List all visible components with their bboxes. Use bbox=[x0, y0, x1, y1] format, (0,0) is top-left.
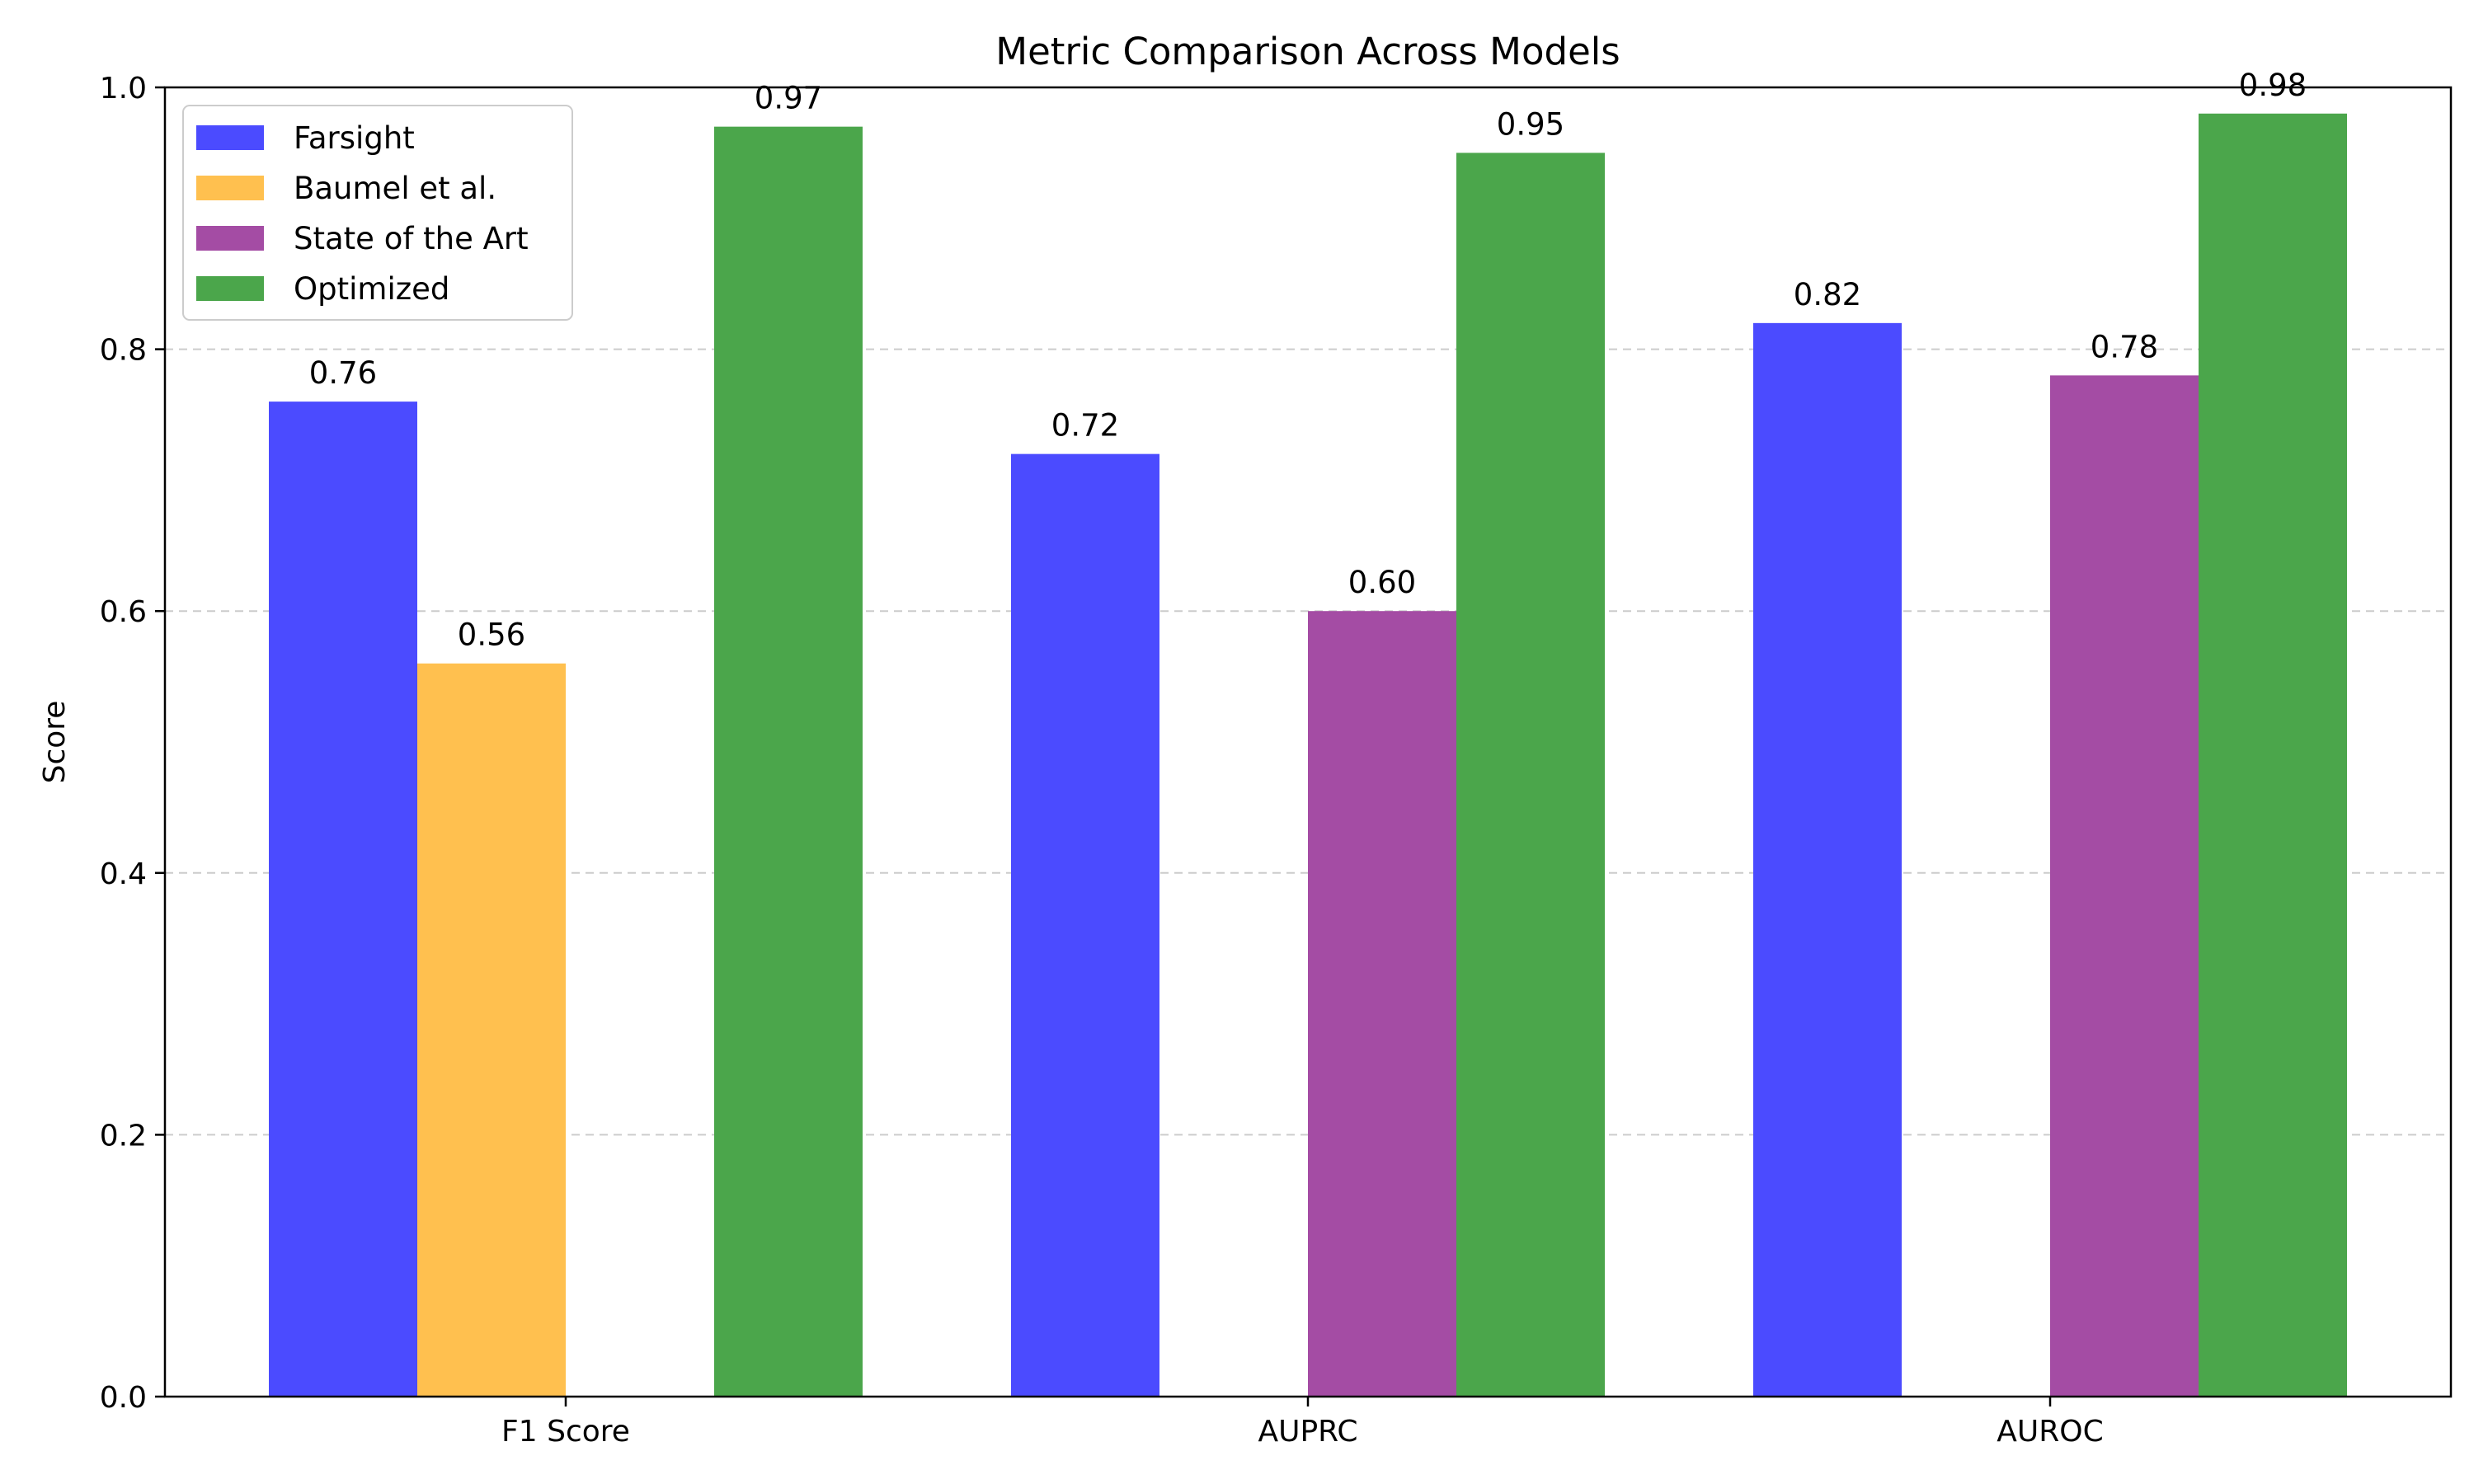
bar bbox=[1011, 453, 1159, 1397]
bars bbox=[269, 113, 2347, 1397]
legend-swatch bbox=[196, 226, 264, 251]
y-tick-label: 0.6 bbox=[100, 595, 147, 629]
legend-entry: Optimized bbox=[294, 271, 449, 307]
legend-box bbox=[182, 105, 573, 321]
bar bbox=[1753, 322, 1902, 1397]
x-tick-label: F1 Score bbox=[501, 1415, 630, 1449]
bar bbox=[269, 402, 417, 1397]
data-label: 0.76 bbox=[309, 355, 377, 391]
legend-swatch bbox=[196, 125, 264, 150]
bar bbox=[1456, 153, 1605, 1397]
bar bbox=[2050, 375, 2199, 1397]
x-tick-label: AUPRC bbox=[1258, 1415, 1357, 1449]
legend-swatch bbox=[196, 276, 264, 301]
y-axis-ticks: 0.0 0.2 0.4 0.6 0.8 1.0 bbox=[100, 72, 165, 1415]
legend-entry: Farsight bbox=[294, 120, 415, 156]
data-label: 0.95 bbox=[1497, 106, 1564, 142]
legend-swatch bbox=[196, 176, 264, 200]
data-label: 0.82 bbox=[1794, 277, 1861, 312]
data-label: 0.97 bbox=[755, 81, 822, 116]
x-axis-ticks: F1 Score AUPRC AUROC bbox=[501, 1397, 2104, 1449]
legend-entry: Baumel et al. bbox=[294, 171, 496, 206]
data-label: 0.60 bbox=[1348, 565, 1416, 600]
legend: Farsight Baumel et al. State of the Art Opt… bbox=[182, 105, 573, 321]
x-tick-label: AUROC bbox=[1997, 1415, 2103, 1449]
y-tick-label: 0.8 bbox=[100, 334, 147, 368]
bar bbox=[417, 663, 566, 1397]
data-label: 0.56 bbox=[458, 618, 525, 653]
data-label: 0.72 bbox=[1051, 408, 1119, 444]
y-tick-label: 0.2 bbox=[100, 1119, 147, 1153]
y-tick-label: 1.0 bbox=[100, 72, 147, 106]
y-tick-label: 0.0 bbox=[100, 1381, 147, 1415]
legend-entry: State of the Art bbox=[294, 221, 529, 256]
y-tick-label: 0.4 bbox=[100, 857, 147, 891]
bar bbox=[714, 126, 863, 1397]
y-axis-label: Score bbox=[38, 701, 72, 784]
bar bbox=[1308, 611, 1456, 1397]
data-label: 0.78 bbox=[2091, 329, 2158, 364]
bar bbox=[2199, 113, 2347, 1397]
data-label: 0.98 bbox=[2239, 68, 2307, 103]
chart-title: Metric Comparison Across Models bbox=[995, 30, 1620, 73]
